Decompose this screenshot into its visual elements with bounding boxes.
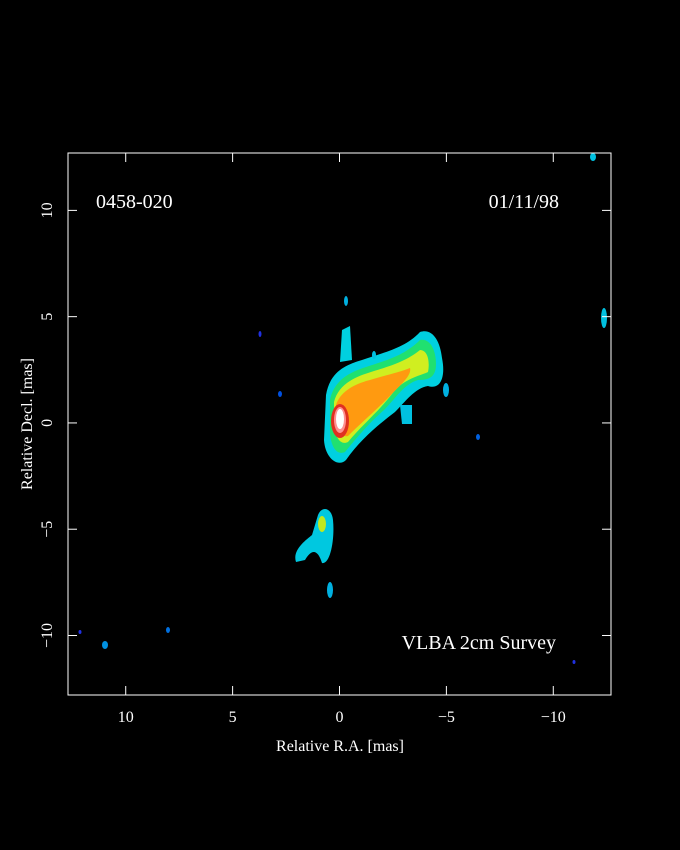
y-tick-label: 10: [39, 202, 56, 218]
y-tick-label: 5: [39, 313, 56, 321]
y-tick-label: −10: [39, 623, 56, 648]
x-tick-label: 0: [336, 709, 344, 726]
x-tick-label: −5: [438, 709, 455, 726]
x-tick-label: 10: [118, 709, 134, 726]
y-axis-label: Relative Decl. [mas]: [19, 358, 36, 490]
x-tick-label: −10: [541, 709, 566, 726]
survey-label: VLBA 2cm Survey: [402, 632, 556, 654]
y-tick-label: −5: [39, 521, 56, 538]
x-tick-label: 5: [229, 709, 237, 726]
radio-image: [78, 153, 607, 664]
x-axis-label: Relative R.A. [mas]: [276, 738, 404, 755]
date-label: 01/11/98: [489, 191, 559, 213]
source-label: 0458-020: [96, 191, 173, 213]
y-tick-label: 0: [39, 419, 56, 427]
